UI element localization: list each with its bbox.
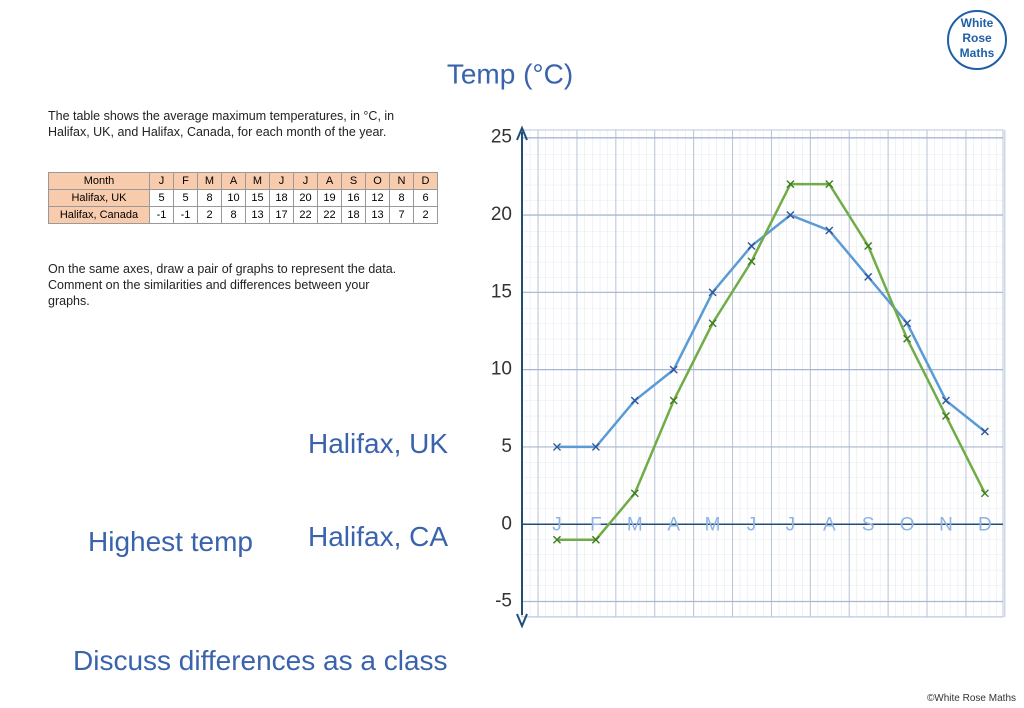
table-cell: 17 bbox=[269, 206, 294, 224]
point-marker bbox=[903, 319, 912, 328]
y-tick-label: 25 bbox=[491, 127, 512, 148]
series-line bbox=[557, 182, 987, 541]
table-row: Month J F M A M J J A S O N D bbox=[48, 172, 438, 190]
intro: The table shows the average maximum temp… bbox=[48, 108, 394, 140]
point-marker bbox=[864, 241, 873, 250]
table-cell: 22 bbox=[317, 206, 342, 224]
point-marker bbox=[553, 442, 561, 451]
point-marker bbox=[708, 288, 717, 297]
table-cell: -1 bbox=[149, 206, 174, 224]
table-cell: Halifax, Canada bbox=[48, 206, 150, 224]
task: On the same axes, draw a pair of graphs … bbox=[48, 261, 396, 309]
point-marker bbox=[591, 442, 600, 451]
minor-grid bbox=[521, 129, 1004, 618]
table-cell: J bbox=[269, 172, 294, 190]
series-line bbox=[557, 213, 986, 449]
x-tick-label: J bbox=[747, 514, 757, 535]
table-cell: 15 bbox=[245, 189, 270, 207]
x-tick-label: O bbox=[900, 514, 915, 535]
legend-label: Halifax, CA bbox=[308, 521, 449, 552]
point-marker bbox=[553, 535, 561, 544]
note: Highest temp bbox=[88, 526, 253, 557]
table-cell: F bbox=[173, 172, 198, 190]
point-marker bbox=[980, 427, 989, 436]
table-cell: Month bbox=[48, 172, 150, 190]
point-marker bbox=[903, 334, 912, 343]
y-tick-label: 0 bbox=[501, 513, 512, 534]
point-marker bbox=[786, 180, 795, 189]
table-cell: J bbox=[149, 172, 174, 190]
point-marker bbox=[747, 257, 756, 266]
point-marker bbox=[747, 241, 756, 250]
y-tick-label: 15 bbox=[491, 281, 512, 302]
task-line: graphs. bbox=[48, 294, 90, 308]
x-tick-label: A bbox=[823, 514, 836, 535]
y-tick-label: 10 bbox=[491, 359, 512, 380]
task-line: On the same axes, draw a pair of graphs … bbox=[48, 262, 397, 276]
point-marker bbox=[786, 211, 795, 220]
x-tick-label: J bbox=[786, 514, 796, 535]
table-cell: 2 bbox=[197, 206, 222, 224]
x-tick-label: M bbox=[705, 514, 721, 535]
table-cell: 22 bbox=[293, 206, 318, 224]
point-marker bbox=[825, 180, 834, 189]
x-tick-label: M bbox=[627, 514, 643, 535]
data-table: Month J F M A M J J A S O N D Halifax, UK 5 5 8 10 15 18 20 1… bbox=[48, 172, 438, 224]
logo-text: Maths bbox=[960, 46, 995, 60]
table-cell: 13 bbox=[245, 206, 270, 224]
x-tick-label: A bbox=[667, 514, 680, 535]
discuss: Discuss differences as a class bbox=[73, 645, 448, 676]
y-axis bbox=[516, 125, 528, 629]
point-marker bbox=[630, 489, 639, 498]
x-tick-label: D bbox=[978, 514, 992, 535]
table-cell: 18 bbox=[341, 206, 366, 224]
y-tick-label: 20 bbox=[491, 204, 512, 225]
intro-line: Halifax, UK, and Halifax, Canada, for ea… bbox=[48, 125, 387, 139]
point-marker bbox=[591, 535, 600, 544]
legend-label: Halifax, UK bbox=[308, 428, 449, 459]
point-marker bbox=[942, 412, 950, 421]
point-marker bbox=[708, 319, 717, 328]
point-marker bbox=[942, 396, 950, 405]
table-cell: D bbox=[413, 172, 438, 190]
point-marker bbox=[825, 226, 834, 235]
table-cell: 19 bbox=[317, 189, 342, 207]
intro-line: The table shows the average maximum temp… bbox=[48, 109, 395, 123]
table-cell: 12 bbox=[365, 189, 390, 207]
task-line: Comment on the similarities and differen… bbox=[48, 278, 370, 292]
x-tick-label: J bbox=[552, 514, 562, 535]
table-cell: 7 bbox=[389, 206, 414, 224]
table-cell: A bbox=[221, 172, 246, 190]
point-marker bbox=[669, 365, 678, 374]
copyright: ©White Rose Maths bbox=[926, 693, 1016, 704]
logo-text: Rose bbox=[962, 31, 992, 45]
point-marker bbox=[669, 396, 678, 405]
table-row: Halifax, Canada -1 -1 2 8 13 17 22 22 18 13 7 2 bbox=[48, 206, 438, 224]
logo-text: White bbox=[961, 16, 994, 30]
table-cell: J bbox=[293, 172, 318, 190]
y-tick-label: 5 bbox=[501, 436, 512, 457]
x-tick-label: N bbox=[939, 514, 953, 535]
table-cell: N bbox=[389, 172, 414, 190]
point-marker bbox=[864, 272, 873, 281]
point-marker bbox=[630, 396, 639, 405]
table-cell: O bbox=[365, 172, 390, 190]
y-tick-label: -5 bbox=[495, 591, 512, 612]
x-tick-label: S bbox=[862, 514, 875, 535]
x-tick-label: F bbox=[590, 514, 602, 535]
table-cell: 16 bbox=[341, 189, 366, 207]
table-cell: M bbox=[245, 172, 270, 190]
logo-ring bbox=[947, 10, 1007, 70]
table-cell: 2 bbox=[413, 206, 438, 224]
chart-title: Temp (°C) bbox=[447, 58, 573, 89]
point-marker bbox=[980, 489, 989, 498]
